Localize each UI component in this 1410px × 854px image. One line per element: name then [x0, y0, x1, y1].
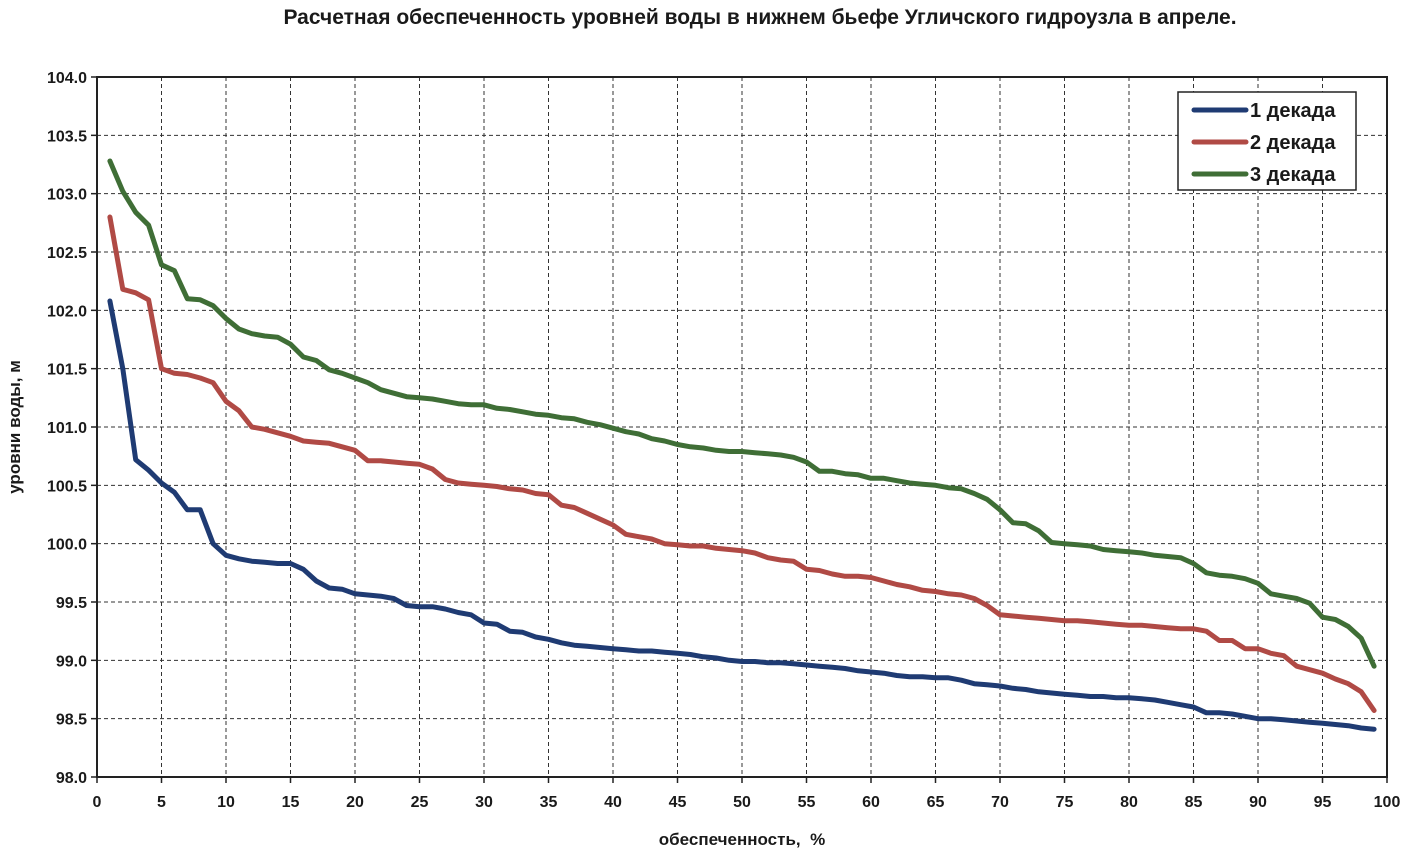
x-tick-label: 40	[604, 794, 622, 811]
y-tick-label: 103.5	[47, 128, 87, 145]
y-tick-label: 99.0	[56, 653, 87, 670]
y-tick-label: 104.0	[47, 70, 87, 87]
legend-label-1: 1 декада	[1250, 100, 1336, 122]
y-tick-label: 98.5	[56, 712, 87, 729]
x-tick-label: 100	[1374, 794, 1401, 811]
y-tick-label: 103.0	[47, 187, 87, 204]
x-tick-label: 20	[346, 794, 364, 811]
x-tick-label: 55	[798, 794, 816, 811]
x-tick-label: 35	[540, 794, 558, 811]
series-lines	[107, 158, 1377, 732]
legend: 1 декада 2 декада 3 декада	[1177, 91, 1357, 191]
x-axis-label: обеспеченность, %	[659, 830, 825, 849]
y-tick-label: 99.5	[56, 595, 87, 612]
x-tick-label: 95	[1314, 794, 1332, 811]
y-tick-label: 98.0	[56, 770, 87, 787]
x-tick-label: 85	[1185, 794, 1203, 811]
y-tick-label: 102.0	[47, 303, 87, 320]
x-tick-label: 10	[217, 794, 235, 811]
y-tick-label: 100.5	[47, 478, 87, 495]
x-tick-label: 25	[411, 794, 429, 811]
series-line-2	[107, 214, 1377, 713]
x-tick-label: 45	[669, 794, 687, 811]
series-line-1	[107, 298, 1377, 732]
x-tick-label: 0	[93, 794, 102, 811]
x-tick-label: 5	[157, 794, 166, 811]
chart-title: Расчетная обеспеченность уровней воды в …	[283, 6, 1236, 29]
x-tick-label: 90	[1249, 794, 1267, 811]
x-tick-label: 15	[282, 794, 300, 811]
x-tick-label: 60	[862, 794, 880, 811]
x-axis: 0 5 10 15 20 25 30 35 40 45 50 55 60 65 70 75 80 85 90 95 10…	[93, 777, 1401, 811]
y-tick-label: 101.0	[47, 420, 87, 437]
x-tick-label: 75	[1056, 794, 1074, 811]
y-tick-label: 100.0	[47, 537, 87, 554]
y-axis-label: уровни воды, м	[5, 360, 24, 494]
x-tick-label: 65	[927, 794, 945, 811]
x-tick-label: 30	[475, 794, 493, 811]
y-tick-label: 101.5	[47, 362, 87, 379]
legend-label-2: 2 декада	[1250, 132, 1336, 154]
y-tick-label: 102.5	[47, 245, 87, 262]
x-tick-label: 70	[991, 794, 1009, 811]
legend-label-3: 3 декада	[1250, 164, 1336, 186]
x-tick-label: 80	[1120, 794, 1138, 811]
x-tick-label: 50	[733, 794, 751, 811]
series-line-3	[107, 158, 1377, 669]
y-axis: 98.0 98.5 99.0 99.5 100.0 100.5 101.0 101.5 102.…	[47, 70, 97, 787]
